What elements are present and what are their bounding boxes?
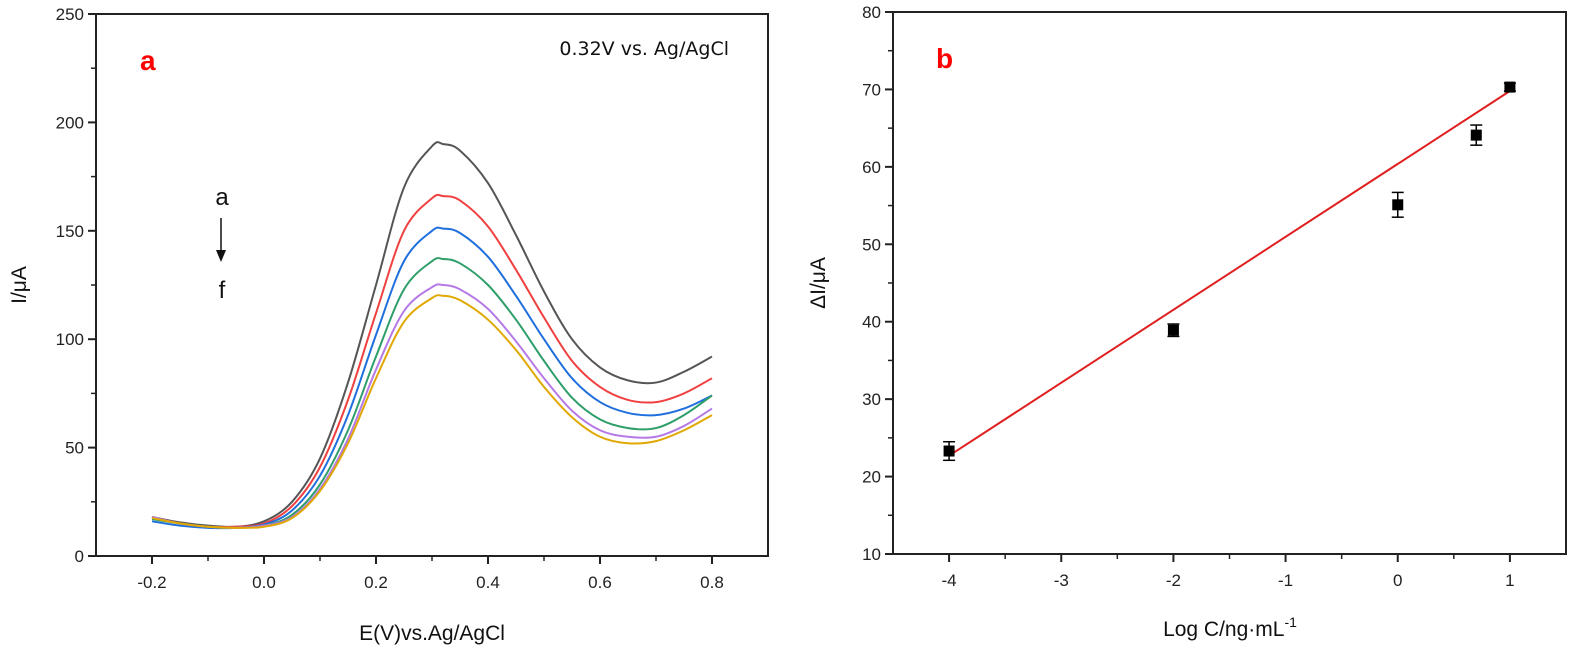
panel-a-series (151, 141, 713, 530)
panel-b-x-axis-title: Log C/ng·mL-1 (1163, 614, 1297, 641)
y-tick-label: 70 (862, 80, 881, 99)
linear-fit-line (948, 90, 1511, 457)
arrow-end-label: f (219, 277, 226, 304)
arrow-start-label: a (215, 184, 229, 211)
y-tick-label: 30 (862, 390, 881, 409)
series-line-e (151, 283, 713, 529)
panel-b-plot-frame (892, 11, 1567, 555)
panel-b-x-axis: -4 -3 -2 -1 0 1 (942, 554, 1515, 590)
data-point (1470, 124, 1483, 146)
y-tick-label: 200 (56, 113, 84, 132)
y-tick-label: 40 (862, 313, 881, 332)
data-point (943, 440, 956, 462)
arrow-head-icon (216, 250, 226, 262)
panel-b-label: b (936, 43, 953, 74)
panel-a-label: a (140, 45, 156, 76)
x-tick-label: 0.8 (700, 573, 724, 592)
panel-a-x-axis: -0.2 0.0 0.2 0.4 0.6 0.8 (137, 556, 724, 592)
series-line-a (151, 141, 713, 528)
x-tick-label: -1 (1278, 571, 1293, 590)
panel-b-y-axis: 10 20 30 40 50 60 70 80 (862, 3, 893, 564)
y-tick-label: 80 (862, 3, 881, 22)
panel-b-y-axis-title: ΔI/μA (807, 257, 830, 309)
data-point (1503, 81, 1516, 93)
x-tick-label: 0.4 (476, 573, 500, 592)
y-tick-label: 20 (862, 468, 881, 487)
data-point (1391, 191, 1404, 218)
y-tick-label: 0 (75, 547, 84, 566)
x-tick-label: -0.2 (137, 573, 166, 592)
x-tick-label: -3 (1054, 571, 1069, 590)
x-tick-label: -2 (1166, 571, 1181, 590)
y-tick-label: 10 (862, 545, 881, 564)
series-line-c (151, 226, 713, 530)
x-tick-label: 0 (1393, 571, 1402, 590)
series-line-f (151, 294, 713, 529)
panel-b-chart: -4 -3 -2 -1 0 1 10 20 30 40 50 60 70 80 b Log C/ng·m… (807, 3, 1567, 641)
y-tick-label: 150 (56, 222, 84, 241)
panel-a-y-axis: 0 50 100 150 200 250 (56, 5, 96, 566)
x-tick-label: 0.2 (364, 573, 388, 592)
x-tick-label: 1 (1505, 571, 1514, 590)
x-tick-label: -4 (942, 571, 957, 590)
y-tick-label: 250 (56, 5, 84, 24)
panel-a-x-axis-title: E(V)vs.Ag/AgCl (359, 622, 505, 645)
square-marker (1392, 199, 1404, 211)
panel-a-plot-frame (95, 13, 769, 557)
square-marker (1470, 129, 1482, 141)
x-axis-title-superscript: -1 (1284, 614, 1297, 630)
data-point (1167, 323, 1180, 338)
panel-a-chart: -0.2 0.0 0.2 0.4 0.6 0.8 0 50 100 150 200 250 a 0.… (8, 5, 769, 645)
y-tick-label: 100 (56, 330, 84, 349)
peak-potential-annotation: 0.32V vs. Ag/AgCl (559, 38, 729, 60)
y-tick-label: 60 (862, 158, 881, 177)
series-line-b (151, 193, 713, 529)
x-tick-label: 0.6 (588, 573, 612, 592)
panel-a-y-axis-title: I/μA (8, 266, 31, 304)
panel-b-data-points (943, 81, 1516, 462)
x-tick-label: 0.0 (252, 573, 276, 592)
square-marker (1504, 81, 1516, 93)
y-tick-label: 50 (862, 235, 881, 254)
square-marker (1167, 324, 1179, 336)
x-axis-title-main: Log C/ng·mL (1163, 618, 1284, 641)
square-marker (943, 445, 955, 457)
y-tick-label: 50 (65, 439, 84, 458)
